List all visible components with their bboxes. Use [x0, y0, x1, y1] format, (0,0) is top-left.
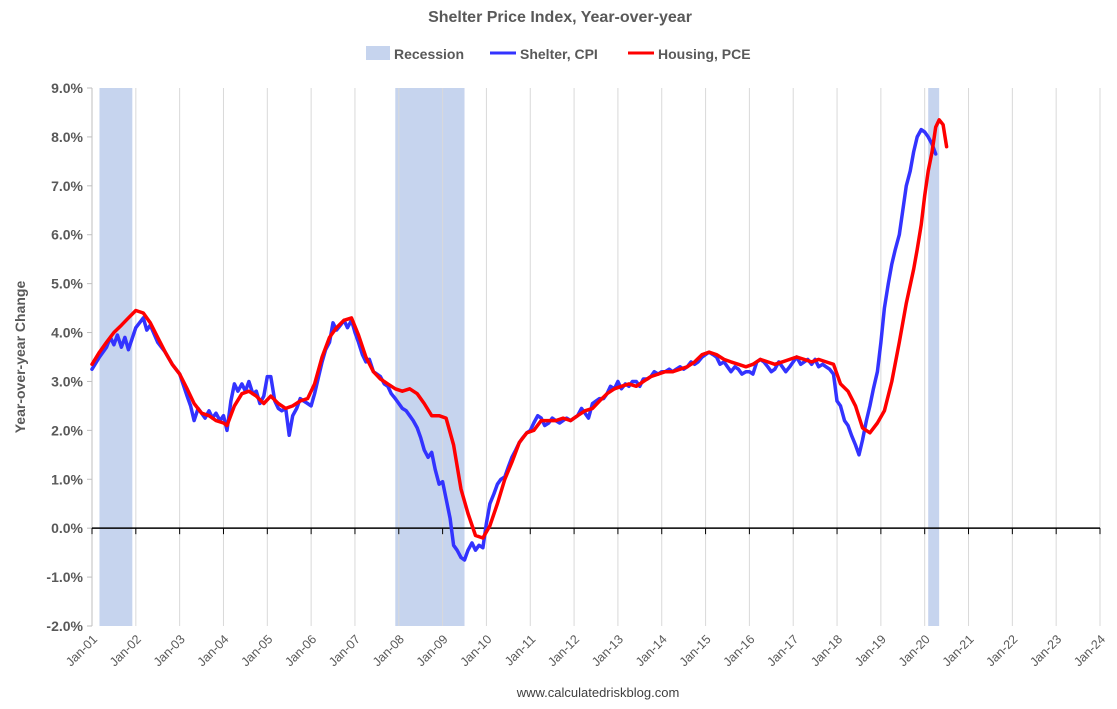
y-tick-label: 2.0% — [51, 422, 83, 438]
y-axis-title: Year-over-year Change — [12, 281, 28, 434]
y-tick-label: 6.0% — [51, 227, 83, 243]
recession-bands — [99, 88, 940, 626]
gridlines — [91, 88, 1101, 626]
y-tick-label: 9.0% — [51, 80, 83, 96]
legend: Recession Shelter, CPI Housing, PCE — [366, 46, 751, 62]
y-tick-label: 1.0% — [51, 471, 83, 487]
y-tick-label: 4.0% — [51, 325, 83, 341]
legend-recession-label: Recession — [394, 46, 464, 62]
legend-recession-swatch — [366, 46, 390, 60]
y-tick-label: 0.0% — [51, 520, 83, 536]
y-tick-label: 5.0% — [51, 276, 83, 292]
recession-band — [928, 88, 940, 626]
source-credit: www.calculatedriskblog.com — [516, 685, 680, 700]
y-tick-label: 3.0% — [51, 373, 83, 389]
y-tick-label: 7.0% — [51, 178, 83, 194]
y-tick-label: -2.0% — [46, 618, 83, 634]
chart-title: Shelter Price Index, Year-over-year — [428, 9, 692, 26]
legend-shelter-cpi-label: Shelter, CPI — [520, 46, 598, 62]
y-tick-label: 8.0% — [51, 129, 83, 145]
series-line-housing-pce — [90, 118, 949, 540]
series-lines — [90, 118, 949, 562]
y-tick-label: -1.0% — [46, 569, 83, 585]
recession-band — [99, 88, 133, 626]
legend-housing-pce-label: Housing, PCE — [658, 46, 751, 62]
y-axis: -2.0% -1.0% 0.0% 1.0% 2.0% 3.0% 4.0% 5.0% 6.0% 7.… — [46, 80, 93, 634]
